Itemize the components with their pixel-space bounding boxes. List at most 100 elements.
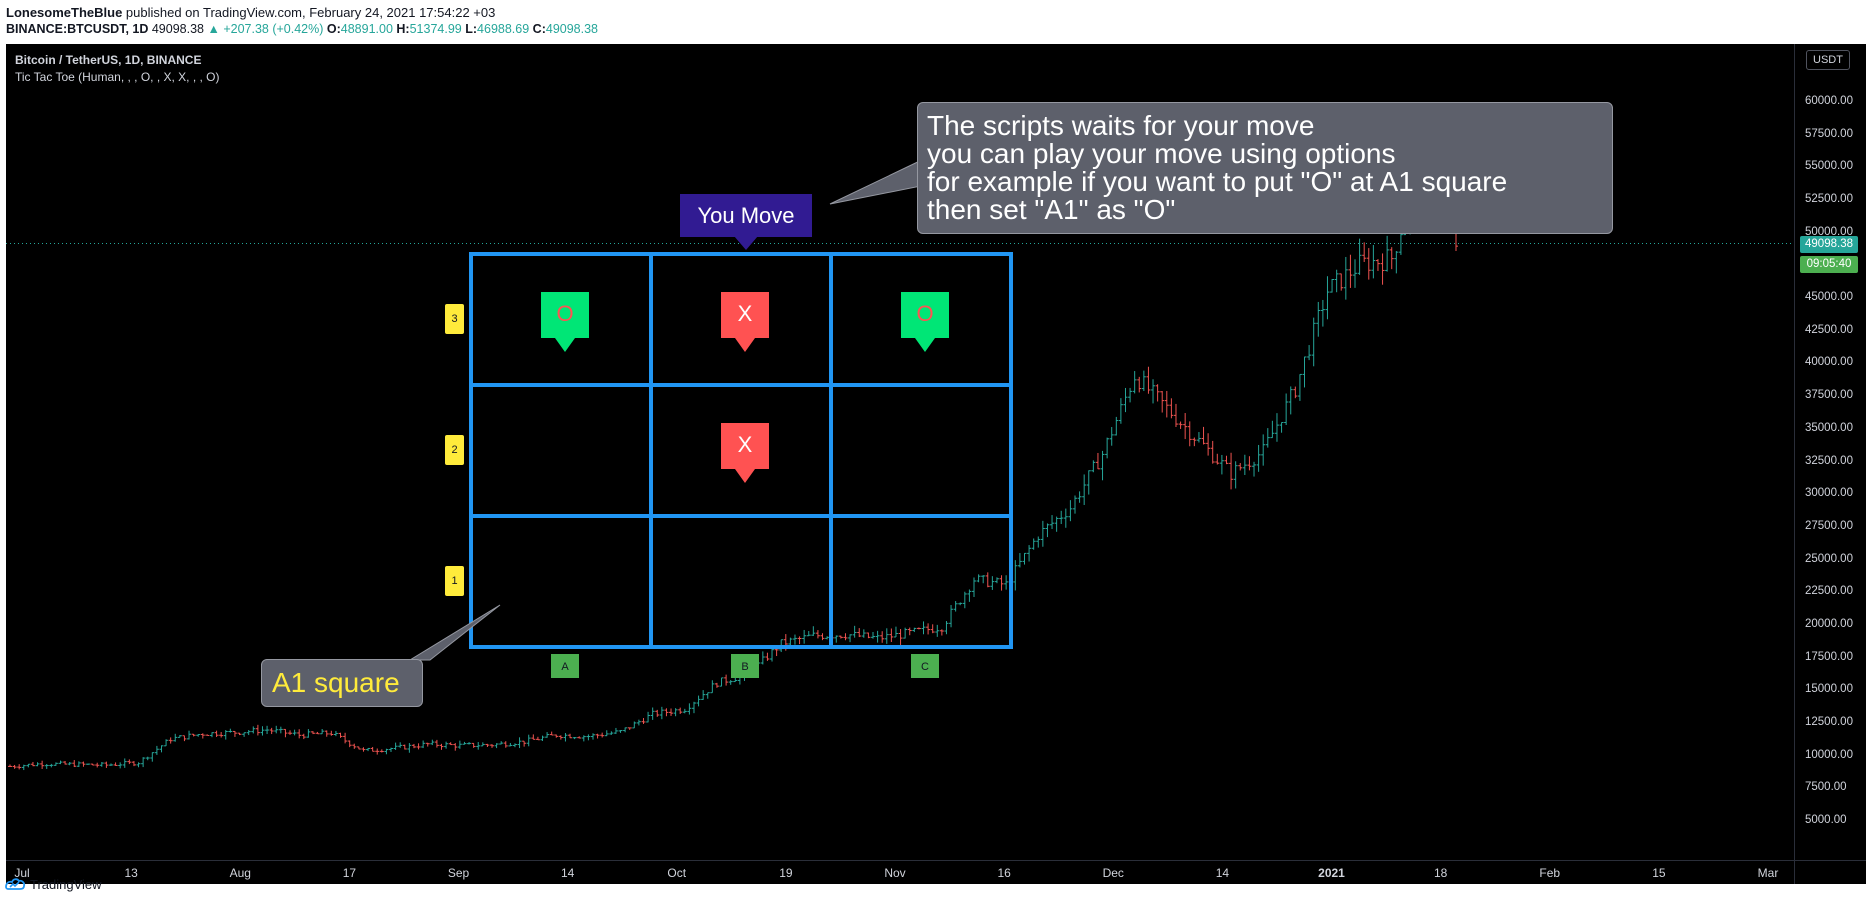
candle	[691, 701, 696, 714]
candle	[893, 626, 898, 638]
marker-shape	[721, 292, 769, 352]
candle	[678, 707, 683, 715]
candle	[903, 627, 908, 639]
candle	[490, 744, 494, 748]
candle	[1054, 516, 1059, 532]
candle	[480, 742, 485, 747]
candle	[797, 636, 802, 645]
candle	[949, 605, 954, 628]
price-tick-label: 27500.00	[1805, 519, 1853, 532]
candle	[196, 734, 201, 737]
candle	[522, 740, 527, 747]
candle	[457, 740, 462, 749]
candle	[710, 680, 715, 694]
candle	[701, 690, 706, 700]
candle	[590, 733, 595, 740]
candle	[985, 572, 990, 588]
candle	[434, 739, 439, 748]
candle	[664, 708, 669, 717]
candle	[1027, 545, 1032, 562]
time-tick-label: 15	[1652, 866, 1666, 880]
time-axis[interactable]: Jul 13 Aug 17 Sep 14 Oct 19 Nov 16 Dec 14 2021 18 Feb 1…	[6, 860, 1794, 884]
candle	[1100, 450, 1105, 481]
candle	[549, 731, 554, 736]
candle	[444, 741, 449, 749]
candle	[1343, 256, 1348, 300]
candle	[838, 635, 843, 639]
indicator-legend[interactable]: Tic Tac Toe (Human, , , O, , X, X, , , O…	[15, 70, 220, 84]
price-tick-label: 5000.00	[1805, 814, 1847, 826]
high-label: H:	[396, 22, 410, 36]
candle	[1109, 427, 1114, 446]
price-tick-label: 30000.00	[1805, 487, 1853, 500]
candle	[1247, 456, 1252, 471]
candle	[168, 737, 173, 744]
low-label: L:	[465, 22, 478, 36]
candle	[407, 743, 412, 753]
candle	[8, 764, 12, 767]
tradingview-logo-icon[interactable]	[4, 877, 26, 891]
candle	[361, 747, 366, 752]
candle	[379, 749, 384, 753]
candle	[53, 762, 58, 766]
info-line-4: then set "A1" as "O"	[927, 194, 1176, 225]
time-tick-label: Feb	[1539, 866, 1561, 880]
marker-text: X	[737, 301, 753, 326]
candle	[1164, 390, 1169, 418]
candle	[783, 634, 788, 651]
cell-marker-b3: X	[721, 292, 769, 354]
candle	[1210, 440, 1215, 464]
candle	[265, 725, 270, 735]
candle	[705, 692, 710, 699]
candle	[324, 730, 329, 737]
candle	[398, 742, 403, 748]
candle	[12, 764, 17, 769]
candle	[1201, 426, 1206, 445]
candle	[834, 635, 839, 643]
price-tick-label: 20000.00	[1805, 617, 1853, 630]
marker-text: O	[556, 301, 574, 326]
candle	[485, 743, 490, 748]
candle	[1394, 251, 1399, 274]
row-label-3: 3	[445, 304, 464, 334]
candle	[159, 745, 164, 753]
candle	[669, 708, 674, 716]
time-tick-label: 16	[997, 866, 1011, 880]
candle	[632, 721, 637, 729]
currency-button[interactable]: USDT	[1806, 50, 1850, 70]
candle	[421, 740, 426, 749]
candle	[825, 636, 830, 640]
time-tick-label: Nov	[884, 866, 906, 880]
candle	[935, 624, 940, 637]
candle	[150, 752, 155, 762]
price-tick-label: 50000.00	[1805, 225, 1853, 238]
candle	[1086, 470, 1091, 495]
candle	[21, 764, 26, 771]
candle	[1036, 536, 1041, 548]
time-tick-label: 14	[1215, 866, 1230, 880]
candle	[81, 761, 86, 767]
candle	[141, 757, 146, 768]
candle	[1256, 444, 1261, 472]
candle	[1284, 393, 1289, 426]
candle	[848, 634, 853, 643]
time-tick-label: 13	[124, 866, 138, 880]
candle	[1389, 247, 1394, 270]
candle	[926, 623, 931, 635]
candle	[641, 718, 646, 724]
time-tick-label: Oct	[667, 866, 687, 880]
candle	[1082, 474, 1087, 505]
candle	[604, 730, 609, 737]
chart-legend-title: Bitcoin / TetherUS, 1D, BINANCE	[15, 53, 202, 67]
symbol: BINANCE:BTCUSDT, 1D	[6, 22, 149, 36]
price-axis[interactable]: 5000.00 7500.00 10000.00 12500.00 15000.00 17…	[1794, 44, 1866, 860]
candle	[1077, 491, 1082, 503]
candle	[503, 741, 508, 748]
author-name[interactable]: LonesomeTheBlue	[6, 5, 123, 20]
candle	[343, 732, 348, 744]
candle	[623, 727, 628, 733]
candle	[1118, 398, 1123, 424]
candle	[448, 742, 453, 746]
tradingview-brand[interactable]: TradingView	[30, 876, 102, 892]
candle	[49, 763, 54, 768]
